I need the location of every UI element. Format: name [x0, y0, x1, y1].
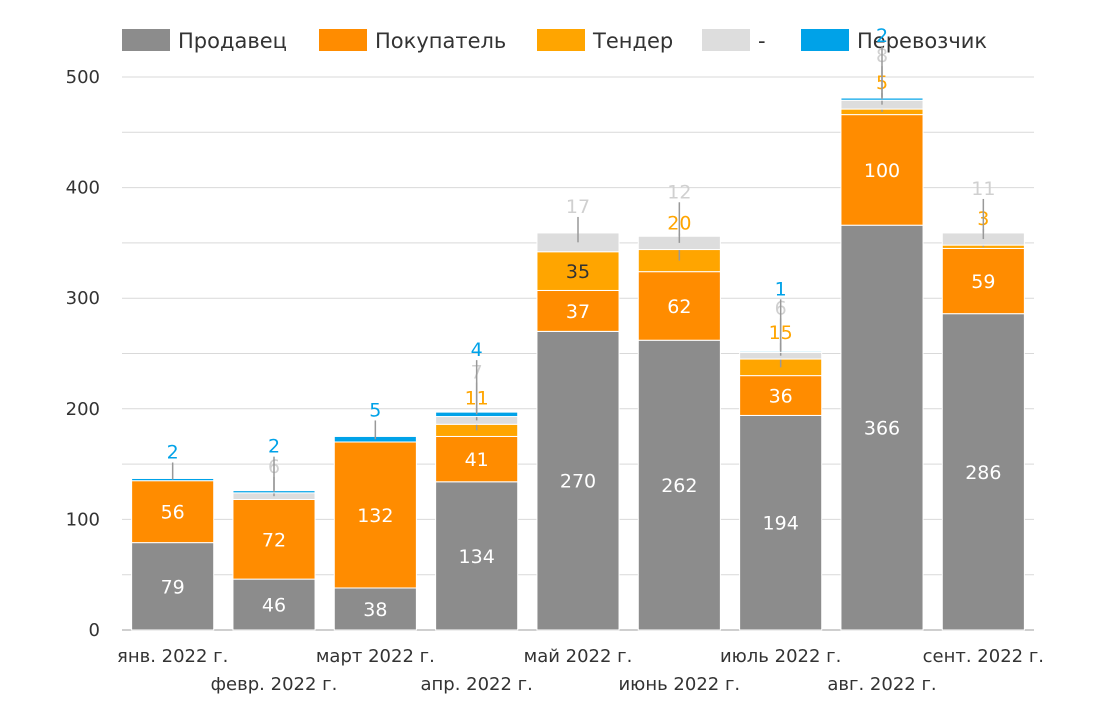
y-tick-label-300: 300 — [66, 288, 100, 309]
bar-segment-0 — [131, 542, 215, 631]
data-label-1: 72 — [262, 529, 286, 551]
x-tick-label-1: февр. 2022 г. — [211, 674, 338, 695]
data-label-1: 56 — [161, 502, 185, 524]
legend-label-0: Продавец — [178, 29, 287, 53]
data-label-4: 2 — [167, 441, 179, 463]
legend: Продавец Покупатель Тендер - Перевозчик — [122, 29, 987, 53]
legend-swatch-4 — [801, 29, 849, 51]
bar-segment-0 — [739, 414, 823, 631]
data-label-4: 1 — [775, 278, 787, 300]
y-tick-label-0: 0 — [89, 620, 100, 641]
legend-label-4: Перевозчик — [857, 29, 987, 53]
y-axis: 0 100 200 300 400 500 — [66, 67, 100, 641]
bar-segment-0 — [536, 330, 620, 631]
x-tick-label-0: янв. 2022 г. — [117, 646, 228, 667]
bar-segment-1 — [131, 480, 215, 544]
data-label-1: 59 — [971, 271, 995, 293]
legend-swatch-1 — [319, 29, 367, 51]
bar-segment-0 — [232, 578, 316, 631]
y-tick-label-100: 100 — [66, 509, 100, 530]
bar-group-0: 79 56 2 — [131, 441, 215, 631]
bar-segment-0 — [840, 224, 924, 631]
data-label-0: 134 — [459, 546, 495, 568]
data-label-1: 41 — [465, 449, 489, 471]
data-label-4: 2 — [876, 25, 888, 47]
data-label-4: 5 — [369, 399, 381, 421]
bar-segment-0 — [637, 339, 721, 631]
legend-label-3: - — [758, 29, 766, 53]
x-tick-label-7: авг. 2022 г. — [827, 674, 936, 695]
x-tick-label-4: май 2022 г. — [524, 646, 633, 667]
data-label-1: 36 — [769, 386, 793, 408]
legend-swatch-2 — [537, 29, 585, 51]
data-label-0: 79 — [161, 576, 185, 598]
data-label-3: 11 — [971, 178, 995, 200]
data-label-3: 17 — [566, 196, 590, 218]
x-axis: янв. 2022 г. февр. 2022 г. март 2022 г. апр… — [117, 646, 1044, 695]
bar-group-4: 270 37 35 17 — [536, 196, 620, 631]
data-label-1: 37 — [566, 301, 590, 323]
data-label-1: 132 — [357, 505, 393, 527]
x-tick-label-5: июнь 2022 г. — [618, 674, 740, 695]
bar-segment-1 — [435, 435, 519, 483]
bar-segment-1 — [637, 271, 721, 341]
bar-group-2: 38 132 5 — [333, 399, 417, 631]
legend-label-2: Тендер — [592, 29, 673, 53]
bar-segment-2 — [536, 251, 620, 291]
legend-label-1: Покупатель — [375, 29, 506, 53]
y-tick-label-200: 200 — [66, 399, 100, 420]
bar-segment-1 — [739, 375, 823, 416]
data-label-0: 38 — [363, 599, 387, 621]
data-label-0: 262 — [661, 475, 697, 497]
data-label-1: 62 — [667, 296, 691, 318]
bar-segment-0 — [941, 313, 1025, 631]
data-label-4: 4 — [471, 339, 483, 361]
data-label-4: 2 — [268, 436, 280, 458]
y-tick-label-400: 400 — [66, 178, 100, 199]
x-tick-label-3: апр. 2022 г. — [420, 674, 532, 695]
x-tick-label-2: март 2022 г. — [316, 646, 435, 667]
data-label-3: 12 — [667, 181, 691, 203]
bar-segment-1 — [536, 289, 620, 332]
data-label-1: 100 — [864, 160, 900, 182]
data-label-0: 366 — [864, 418, 900, 440]
data-label-0: 46 — [262, 595, 286, 617]
bar-segment-1 — [333, 441, 417, 589]
legend-swatch-0 — [122, 29, 170, 51]
x-tick-label-6: июль 2022 г. — [720, 646, 841, 667]
data-label-2: 35 — [566, 261, 590, 283]
data-label-0: 270 — [560, 471, 596, 493]
data-label-0: 194 — [763, 513, 799, 535]
data-label-0: 286 — [965, 462, 1001, 484]
legend-swatch-3 — [702, 29, 750, 51]
bars: 7956246726238132513441117427037351726262… — [131, 25, 1025, 631]
y-tick-label-500: 500 — [66, 67, 100, 88]
x-tick-label-8: сент. 2022 г. — [923, 646, 1044, 667]
